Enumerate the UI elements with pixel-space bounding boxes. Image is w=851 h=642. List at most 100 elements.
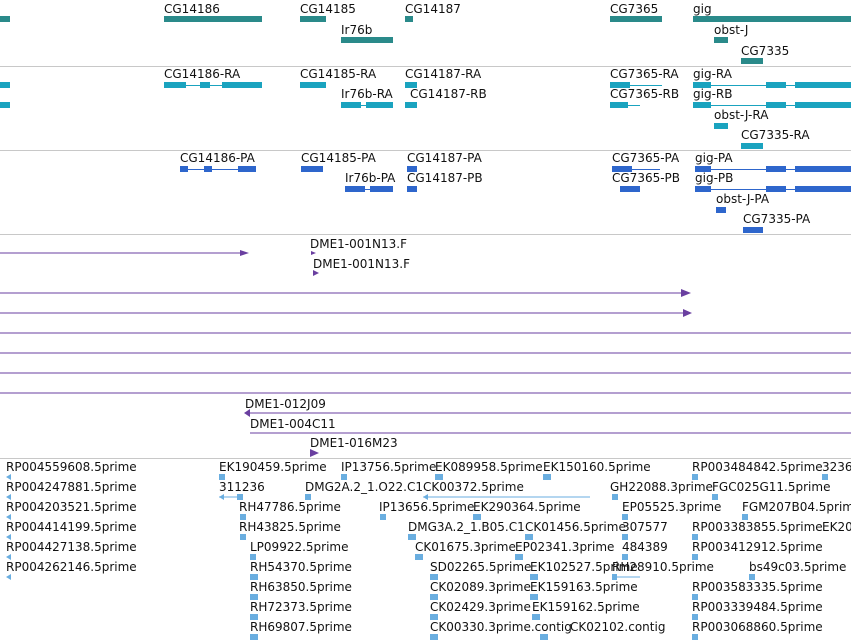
transcript-feature[interactable] — [341, 102, 361, 108]
gene-feature[interactable] — [300, 16, 326, 22]
gene-feature[interactable] — [741, 58, 763, 64]
est-label[interactable]: EK190459.5prime — [219, 460, 327, 474]
protein-label[interactable]: CG14185-PA — [301, 151, 376, 165]
protein-label[interactable]: CG14187-PB — [407, 171, 483, 185]
est-label[interactable]: bs49c03.5prime — [749, 560, 847, 574]
est-label[interactable]: 3236 — [822, 460, 851, 474]
est-label[interactable]: 307577 — [622, 520, 668, 534]
transcript-feature[interactable] — [164, 82, 186, 88]
est-label[interactable]: FGM207B04.5prime — [742, 500, 851, 514]
est-label[interactable]: DMG3A.2_1.B05.C1 — [408, 520, 525, 534]
transcript-feature[interactable] — [610, 102, 628, 108]
est-label[interactable]: CK00330.3prime.contig — [430, 620, 572, 634]
est-label[interactable]: CK02429.3prime — [430, 600, 531, 614]
est-label[interactable]: LP09922.5prime — [250, 540, 349, 554]
gene-feature[interactable] — [341, 37, 393, 43]
protein-feature[interactable] — [743, 227, 763, 233]
est-label[interactable]: RH43825.5prime — [239, 520, 341, 534]
protein-label[interactable]: CG7335-PA — [743, 212, 811, 226]
est-label[interactable]: DMG2A.2_1.O22.C1 — [305, 480, 423, 494]
est-label[interactable]: RP004414199.5prime — [6, 520, 137, 534]
est-label[interactable]: 311236 — [219, 480, 265, 494]
transcript-label[interactable]: CG14187-RB — [410, 87, 487, 101]
transcript-feature[interactable] — [741, 143, 763, 149]
transcript-feature[interactable] — [693, 82, 711, 88]
est-label[interactable]: RP004203521.5prime — [6, 500, 137, 514]
est-label[interactable]: EP02341.3prime — [515, 540, 615, 554]
est-label[interactable]: EP05525.3prime — [622, 500, 722, 514]
est-label[interactable]: RP003484842.5prime — [692, 460, 823, 474]
protein-label[interactable]: CG7365-PB — [612, 171, 681, 185]
gene-label[interactable]: Ir76b — [341, 23, 373, 37]
transcript-feature[interactable] — [714, 123, 728, 129]
gene-feature[interactable] — [164, 16, 262, 22]
protein-label[interactable]: CG14187-PA — [407, 151, 482, 165]
transcript-label[interactable]: gig-RA — [693, 67, 732, 81]
transcript-feature[interactable] — [693, 102, 711, 108]
gene-label[interactable]: CG14187 — [405, 2, 461, 16]
est-label[interactable]: 484389 — [622, 540, 668, 554]
clone-label[interactable]: DME1-001N13.F — [313, 257, 411, 271]
protein-feature[interactable] — [716, 207, 726, 213]
transcript-label[interactable]: CG7335-RA — [741, 128, 810, 142]
transcript-feature[interactable] — [0, 102, 10, 108]
est-label[interactable]: FGC025G11.5prime — [712, 480, 831, 494]
transcript-label[interactable]: obst-J-RA — [714, 108, 769, 122]
est-label[interactable]: RH47786.5prime — [239, 500, 341, 514]
est-label[interactable]: RP004247881.5prime — [6, 480, 137, 494]
gene-label[interactable]: CG7365 — [610, 2, 659, 16]
gene-feature[interactable] — [405, 16, 413, 22]
clone-label[interactable]: DME1-004C11 — [250, 417, 336, 431]
protein-label[interactable]: gig-PB — [695, 171, 734, 185]
est-label[interactable]: EK290364.5prime — [473, 500, 581, 514]
est-label[interactable]: EK159163.5prime — [530, 580, 638, 594]
transcript-label[interactable]: Ir76b-RA — [341, 87, 393, 101]
est-label[interactable]: RH63850.5prime — [250, 580, 352, 594]
est-label[interactable]: RP003583335.5prime — [692, 580, 823, 594]
transcript-feature[interactable] — [405, 82, 417, 88]
est-label[interactable]: CK02102.contig — [570, 620, 666, 634]
est-label[interactable]: EK150160.5prime — [543, 460, 651, 474]
protein-feature[interactable] — [407, 186, 417, 192]
est-label[interactable]: IP13756.5prime — [341, 460, 437, 474]
transcript-feature[interactable] — [405, 102, 417, 108]
est-label[interactable]: RH69807.5prime — [250, 620, 352, 634]
gene-label[interactable]: obst-J — [714, 23, 749, 37]
protein-feature[interactable] — [345, 186, 365, 192]
protein-feature[interactable] — [695, 186, 711, 192]
transcript-label[interactable]: CG14185-RA — [300, 67, 377, 81]
est-label[interactable]: RP004559608.5prime — [6, 460, 137, 474]
transcript-label[interactable]: CG7365-RA — [610, 67, 679, 81]
est-label[interactable]: CK01456.5prime — [525, 520, 626, 534]
est-label[interactable]: EK159162.5prime — [532, 600, 640, 614]
est-label[interactable]: EK102527.5prime — [530, 560, 638, 574]
protein-label[interactable]: obst-J-PA — [716, 192, 770, 206]
protein-label[interactable]: Ir76b-PA — [345, 171, 396, 185]
protein-feature[interactable] — [180, 166, 188, 172]
est-label[interactable]: RP003383855.5prime — [692, 520, 823, 534]
gene-feature[interactable] — [693, 16, 851, 22]
clone-label[interactable]: DME1-001N13.F — [310, 237, 408, 251]
est-label[interactable]: CK00372.5prime — [423, 480, 524, 494]
protein-feature[interactable] — [620, 186, 640, 192]
protein-label[interactable]: CG7365-PA — [612, 151, 680, 165]
gene-label[interactable]: CG14186 — [164, 2, 220, 16]
transcript-label[interactable]: CG14186-RA — [164, 67, 241, 81]
est-label[interactable]: RP004427138.5prime — [6, 540, 137, 554]
transcript-label[interactable]: gig-RB — [693, 87, 733, 101]
est-label[interactable]: GH22088.3prime — [610, 480, 713, 494]
est-label[interactable]: RP003068860.5prime — [692, 620, 823, 634]
est-label[interactable]: RH54370.5prime — [250, 560, 352, 574]
protein-feature[interactable] — [695, 166, 711, 172]
est-label[interactable]: SD02265.5prime — [430, 560, 532, 574]
est-label[interactable]: IP13656.5prime — [379, 500, 475, 514]
est-label[interactable]: RP003339484.5prime — [692, 600, 823, 614]
transcript-label[interactable]: CG7365-RB — [610, 87, 680, 101]
est-label[interactable]: CK01675.3prime — [415, 540, 516, 554]
gene-label[interactable]: gig — [693, 2, 712, 16]
est-label[interactable]: CK02089.3prime — [430, 580, 531, 594]
clone-label[interactable]: DME1-016M23 — [310, 436, 398, 450]
est-label[interactable]: EK20 — [822, 520, 851, 534]
transcript-feature[interactable] — [0, 82, 10, 88]
transcript-feature[interactable] — [610, 82, 630, 88]
